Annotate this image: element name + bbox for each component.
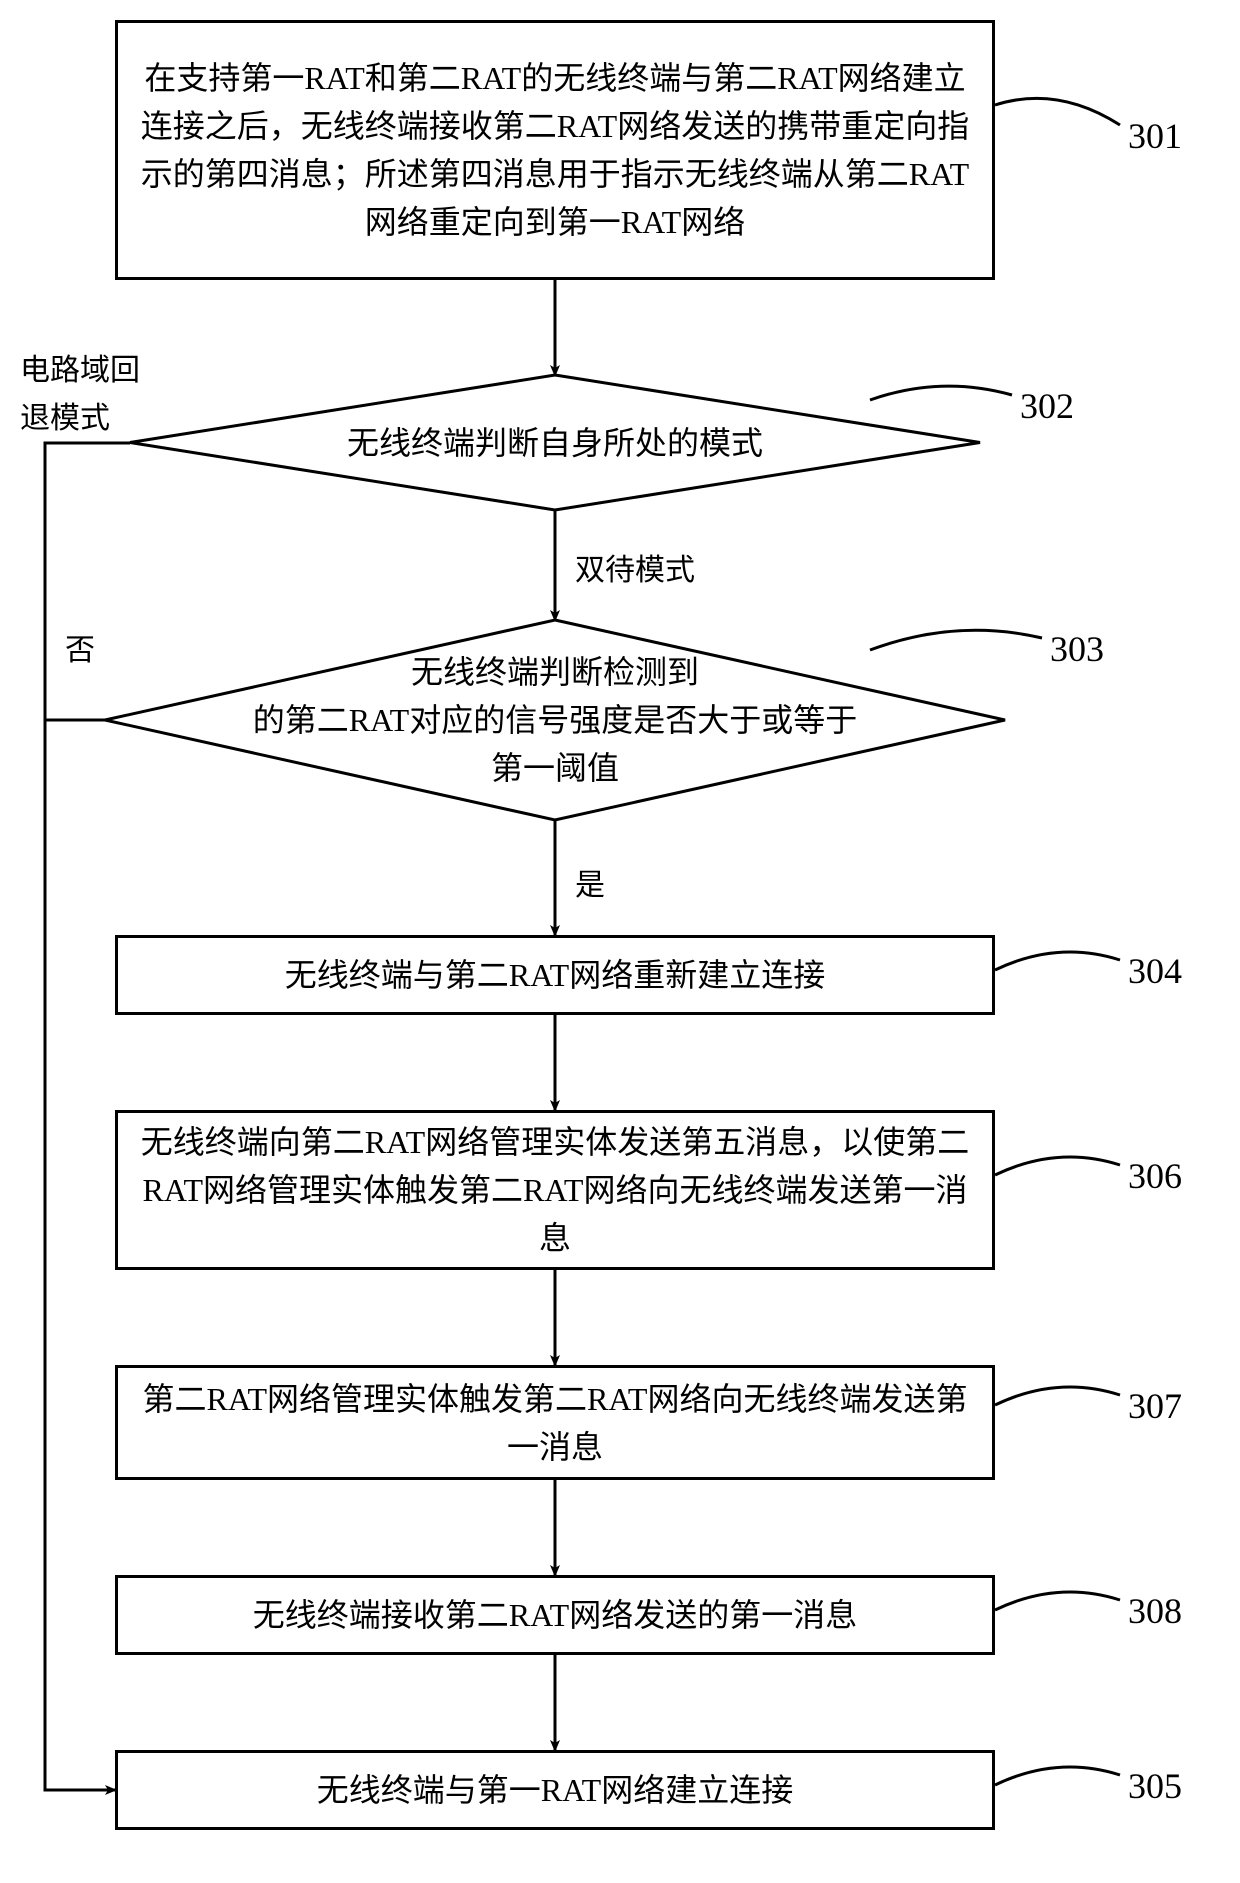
leader-line: [995, 98, 1120, 125]
diamond-text-span: 无线终端判断检测到 的第二RAT对应的信号强度是否大于或等于 第一阈值: [253, 654, 857, 786]
leader-line: [870, 386, 1012, 400]
step-number-301: 301: [1128, 115, 1182, 157]
leader-line: [995, 1157, 1120, 1175]
edge-label-yes: 是: [575, 860, 605, 904]
diamond-text-span: 无线终端判断自身所处的模式: [347, 425, 763, 461]
step-number-308: 308: [1128, 1590, 1182, 1632]
leader-line: [995, 1387, 1120, 1405]
step-number-text: 301: [1128, 116, 1182, 156]
edge-label-text: 否: [65, 634, 95, 667]
step-number-306: 306: [1128, 1155, 1182, 1197]
edge-label-no: 否: [65, 625, 95, 669]
leader-line: [995, 1592, 1120, 1610]
step-number-305: 305: [1128, 1765, 1182, 1807]
flow-diamond-text: 无线终端判断自身所处的模式: [130, 419, 980, 467]
step-number-text: 305: [1128, 1766, 1182, 1806]
step-number-307: 307: [1128, 1385, 1182, 1427]
flow-box-text: 第二RAT网络管理实体触发第二RAT网络向无线终端发送第一消息: [138, 1375, 972, 1471]
flow-box-text: 无线终端向第二RAT网络管理实体发送第五消息，以使第二RAT网络管理实体触发第二…: [138, 1118, 972, 1262]
edge-label-text: 退模式: [20, 402, 110, 435]
flow-box-n305: 无线终端与第一RAT网络建立连接: [115, 1750, 995, 1830]
flow-box-n301: 在支持第一RAT和第二RAT的无线终端与第二RAT网络建立连接之后，无线终端接收…: [115, 20, 995, 280]
step-number-303: 303: [1050, 628, 1104, 670]
flow-box-text: 在支持第一RAT和第二RAT的无线终端与第二RAT网络建立连接之后，无线终端接收…: [138, 54, 972, 246]
flow-box-n307: 第二RAT网络管理实体触发第二RAT网络向无线终端发送第一消息: [115, 1365, 995, 1480]
edge-label-csfb2: 退模式: [20, 393, 110, 437]
flow-box-n306: 无线终端向第二RAT网络管理实体发送第五消息，以使第二RAT网络管理实体触发第二…: [115, 1110, 995, 1270]
flow-diamond-text: 无线终端判断检测到 的第二RAT对应的信号强度是否大于或等于 第一阈值: [105, 648, 1005, 792]
step-number-text: 302: [1020, 386, 1074, 426]
edge-label-text: 双待模式: [575, 554, 695, 587]
step-number-text: 303: [1050, 629, 1104, 669]
flow-box-text: 无线终端与第一RAT网络建立连接: [317, 1766, 793, 1814]
step-number-text: 306: [1128, 1156, 1182, 1196]
edge-label-text: 电路域回: [20, 354, 140, 387]
leader-line: [995, 1767, 1120, 1785]
leader-line: [995, 952, 1120, 970]
flow-box-text: 无线终端接收第二RAT网络发送的第一消息: [253, 1591, 857, 1639]
step-number-302: 302: [1020, 385, 1074, 427]
step-number-text: 304: [1128, 951, 1182, 991]
step-number-304: 304: [1128, 950, 1182, 992]
edge-label-csfb1: 电路域回: [20, 345, 140, 389]
flow-box-text: 无线终端与第二RAT网络重新建立连接: [285, 951, 825, 999]
flow-box-n304: 无线终端与第二RAT网络重新建立连接: [115, 935, 995, 1015]
flow-box-n308: 无线终端接收第二RAT网络发送的第一消息: [115, 1575, 995, 1655]
edge-label-text: 是: [575, 869, 605, 902]
flowchart-canvas: 在支持第一RAT和第二RAT的无线终端与第二RAT网络建立连接之后，无线终端接收…: [0, 0, 1240, 1883]
step-number-text: 307: [1128, 1386, 1182, 1426]
edge-label-dual: 双待模式: [575, 545, 695, 589]
step-number-text: 308: [1128, 1591, 1182, 1631]
